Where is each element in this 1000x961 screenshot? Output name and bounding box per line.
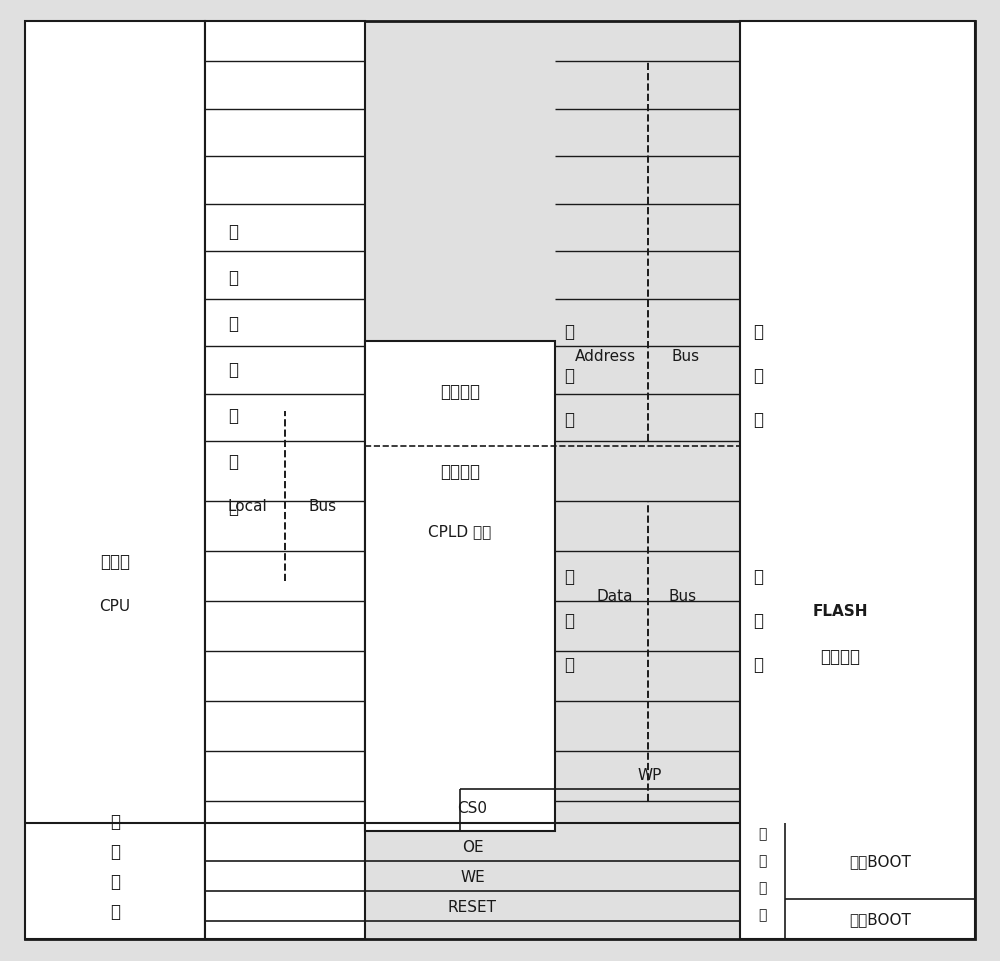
Text: WE: WE <box>460 870 485 884</box>
Text: 控: 控 <box>758 826 767 840</box>
Bar <box>365 342 555 831</box>
Text: OE: OE <box>462 840 483 854</box>
Text: 地: 地 <box>564 323 574 340</box>
Text: 存储芯片: 存储芯片 <box>820 648 860 665</box>
Text: 备用BOOT: 备用BOOT <box>849 853 911 869</box>
Text: 数: 数 <box>564 567 574 585</box>
Text: 据: 据 <box>753 611 763 629</box>
Text: 数: 数 <box>228 314 238 333</box>
Text: 据: 据 <box>228 360 238 379</box>
Text: 地址透传: 地址透传 <box>440 382 480 401</box>
Text: 址: 址 <box>228 269 238 286</box>
Text: 号: 号 <box>758 907 767 921</box>
Text: WP: WP <box>638 768 662 782</box>
Text: 用: 用 <box>228 499 238 516</box>
Text: 信: 信 <box>758 880 767 894</box>
Text: 址: 址 <box>753 366 763 384</box>
Text: Bus: Bus <box>309 499 337 514</box>
Text: Bus: Bus <box>668 589 697 604</box>
Text: 线: 线 <box>228 407 238 425</box>
Text: 线: 线 <box>564 410 574 429</box>
Text: Data: Data <box>596 589 633 604</box>
Text: 线: 线 <box>564 655 574 674</box>
Text: 号: 号 <box>110 902 120 920</box>
Bar <box>740 22 975 939</box>
Text: 制: 制 <box>758 853 767 867</box>
Text: 据: 据 <box>564 611 574 629</box>
Text: FLASH: FLASH <box>812 604 868 619</box>
Text: 复: 复 <box>228 453 238 471</box>
Text: CPU: CPU <box>99 599 131 614</box>
Text: 信: 信 <box>110 872 120 890</box>
Text: Local: Local <box>227 499 267 514</box>
Text: 线: 线 <box>753 655 763 674</box>
Text: CPLD 逻辑: CPLD 逻辑 <box>428 524 492 539</box>
Text: 地址锁定: 地址锁定 <box>440 462 480 480</box>
Text: 址: 址 <box>564 366 574 384</box>
Text: 地: 地 <box>228 223 238 241</box>
Text: CS0: CS0 <box>457 801 487 816</box>
Text: Address: Address <box>575 349 636 364</box>
Text: 制: 制 <box>110 842 120 860</box>
Text: Bus: Bus <box>671 349 700 364</box>
Text: 处理器: 处理器 <box>100 553 130 571</box>
Text: 地: 地 <box>753 323 763 340</box>
Bar <box>25 22 205 939</box>
Text: RESET: RESET <box>448 899 497 915</box>
Text: 线: 线 <box>753 410 763 429</box>
Bar <box>205 22 365 939</box>
Text: 数: 数 <box>753 567 763 585</box>
Text: 主用BOOT: 主用BOOT <box>849 912 911 926</box>
Text: 控: 控 <box>110 812 120 830</box>
